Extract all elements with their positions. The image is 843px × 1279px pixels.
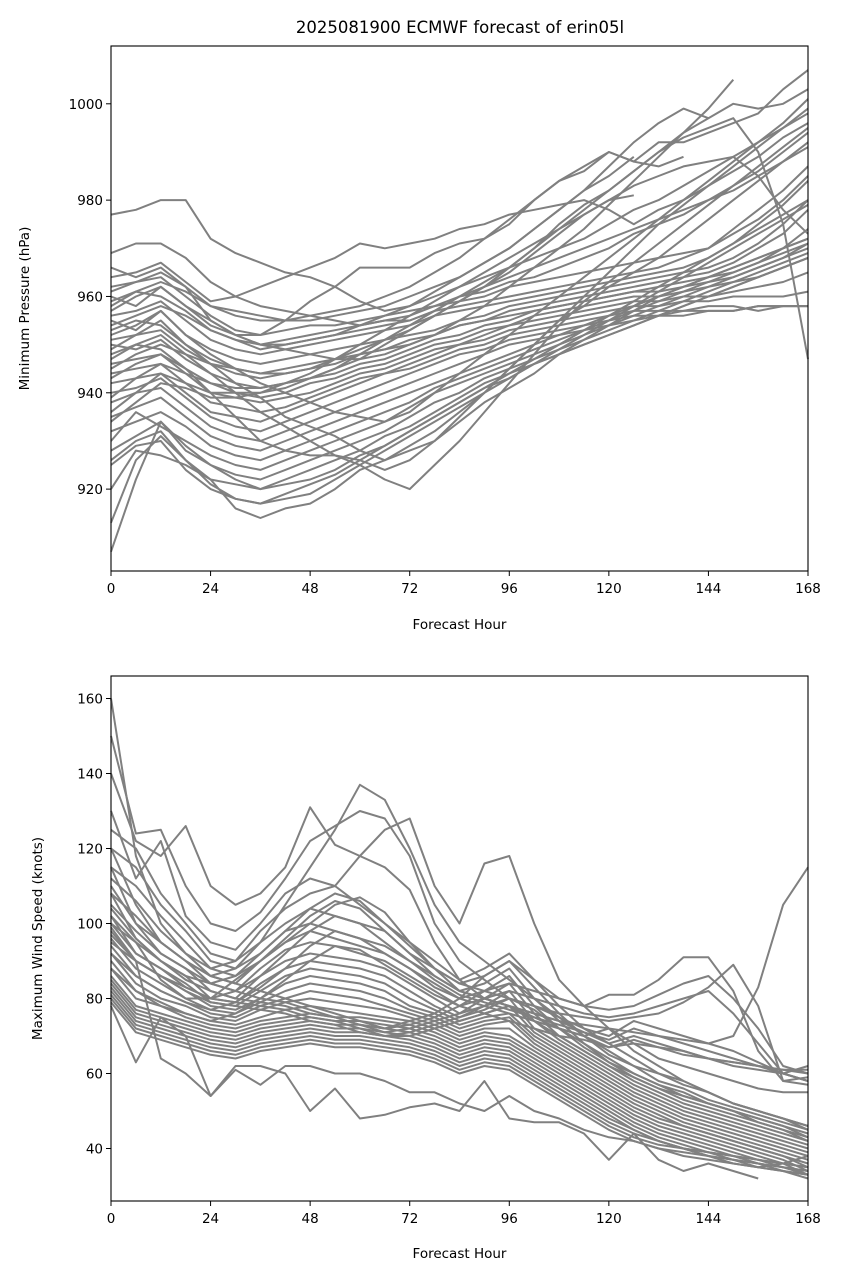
pressure-member-line-17	[110, 305, 808, 433]
pressure-member-line-13	[110, 256, 809, 399]
pressure-y-tick-label: 940	[77, 386, 103, 402]
pressure-series-group	[110, 69, 809, 553]
wind-member-line-28	[110, 941, 809, 1169]
wind-member-line-19	[110, 975, 809, 1176]
wind-member-line-4	[110, 810, 809, 1127]
pressure-y-tick-label: 980	[77, 193, 103, 209]
wind-y-axis-label: Maximum Wind Speed (knots)	[30, 837, 46, 1040]
pressure-x-axis-label: Forecast Hour	[413, 617, 507, 633]
pressure-member-line-11	[110, 228, 809, 380]
wind-x-tick-label: 0	[107, 1211, 116, 1227]
wind-member-line-26	[110, 1001, 809, 1172]
pressure-panel: 2025081900 ECMWF forecast of erin05l 920…	[17, 18, 821, 633]
wind-x-tick-label: 120	[596, 1211, 622, 1227]
wind-member-line-31	[110, 900, 809, 1082]
pressure-member-line-18	[110, 305, 808, 442]
wind-plot-frame	[110, 675, 809, 1202]
wind-y-tick-label: 140	[77, 767, 103, 783]
wind-x-tick-label: 96	[501, 1211, 518, 1227]
wind-x-tick-label: 168	[795, 1211, 821, 1227]
pressure-x-tick-label: 168	[795, 581, 821, 597]
wind-series-group	[110, 698, 809, 1180]
wind-member-line-21	[110, 982, 809, 1176]
pressure-y-tick-label: 920	[77, 482, 103, 498]
wind-x-axis-label: Forecast Hour	[413, 1246, 507, 1262]
wind-y-tick-label: 40	[86, 1142, 103, 1158]
pressure-member-line-34	[110, 151, 684, 322]
wind-y-tick-label: 120	[77, 842, 103, 858]
pressure-member-line-39	[110, 155, 809, 423]
pressure-member-line-38	[110, 117, 809, 413]
wind-x-tick-label: 24	[202, 1211, 219, 1227]
pressure-member-line-16	[110, 305, 808, 423]
pressure-x-tick-label: 96	[501, 581, 518, 597]
wind-panel: 40 60 80 100 120 140 160 0 24 48 72 96 120 144 168 Fo…	[30, 675, 821, 1262]
pressure-member-line-25	[110, 237, 809, 519]
wind-member-line-7	[110, 866, 809, 1135]
wind-member-line-38	[110, 915, 809, 1086]
wind-member-line-30	[110, 885, 809, 1082]
pressure-member-line-2	[110, 122, 809, 298]
pressure-y-axis-label: Minimum Pressure (hPa)	[17, 227, 33, 391]
pressure-x-tick-label: 48	[302, 581, 319, 597]
pressure-member-line-21	[110, 247, 809, 471]
wind-member-line-37	[110, 893, 809, 1082]
wind-member-line-36	[110, 866, 809, 1075]
pressure-member-line-22	[110, 252, 809, 481]
pressure-x-tick-label: 72	[401, 581, 418, 597]
pressure-member-line-36	[110, 194, 634, 375]
wind-y-tick-label: 100	[77, 917, 103, 933]
wind-member-line-18	[110, 967, 809, 1176]
wind-x-tick-label: 72	[401, 1211, 418, 1227]
pressure-member-line-28	[110, 141, 809, 471]
pressure-member-line-20	[110, 242, 809, 462]
wind-member-line-16	[110, 952, 809, 1169]
pressure-member-line-12	[110, 242, 809, 389]
wind-y-tick-label: 80	[86, 992, 103, 1008]
pressure-plot-frame	[110, 45, 809, 572]
pressure-member-line-8	[110, 180, 809, 356]
wind-member-line-23	[110, 990, 809, 1172]
wind-y-tick-label: 160	[77, 692, 103, 708]
wind-member-line-14	[110, 937, 809, 1161]
wind-x-tick-label: 144	[696, 1211, 722, 1227]
pressure-member-line-32	[110, 79, 735, 361]
wind-x-tick-label: 48	[302, 1211, 319, 1227]
pressure-x-tick-label: 24	[202, 581, 219, 597]
wind-member-line-5	[110, 829, 809, 1127]
wind-member-line-2	[110, 735, 809, 1139]
pressure-member-line-15	[110, 290, 809, 414]
wind-y-ticks: 40 60 80 100 120 140 160	[77, 692, 111, 1158]
pressure-x-tick-label: 0	[107, 581, 116, 597]
wind-member-line-17	[110, 960, 809, 1172]
pressure-member-line-1	[110, 112, 809, 312]
pressure-member-line-35	[110, 156, 635, 346]
wind-member-line-35	[110, 848, 809, 1082]
wind-member-line-25	[110, 997, 809, 1169]
pressure-member-line-26	[110, 204, 809, 524]
pressure-x-ticks: 0 24 48 72 96 120 144 168	[107, 571, 821, 597]
pressure-member-line-31	[110, 98, 809, 423]
pressure-x-tick-label: 120	[596, 581, 622, 597]
pressure-member-line-37	[110, 88, 809, 399]
pressure-member-line-30	[110, 107, 809, 462]
wind-x-ticks: 0 24 48 72 96 120 144 168	[107, 1201, 821, 1227]
wind-member-line-20	[110, 979, 809, 1180]
wind-member-line-39	[110, 866, 809, 1045]
chart-title: 2025081900 ECMWF forecast of erin05l	[296, 18, 624, 37]
wind-y-tick-label: 60	[86, 1067, 103, 1083]
pressure-y-ticks: 920 940 960 980 1000	[69, 97, 111, 498]
pressure-y-tick-label: 960	[77, 289, 103, 305]
pressure-x-tick-label: 144	[696, 581, 722, 597]
pressure-member-line-27	[110, 199, 809, 553]
wind-member-line-13	[110, 930, 809, 1157]
pressure-y-tick-label: 1000	[69, 97, 103, 113]
